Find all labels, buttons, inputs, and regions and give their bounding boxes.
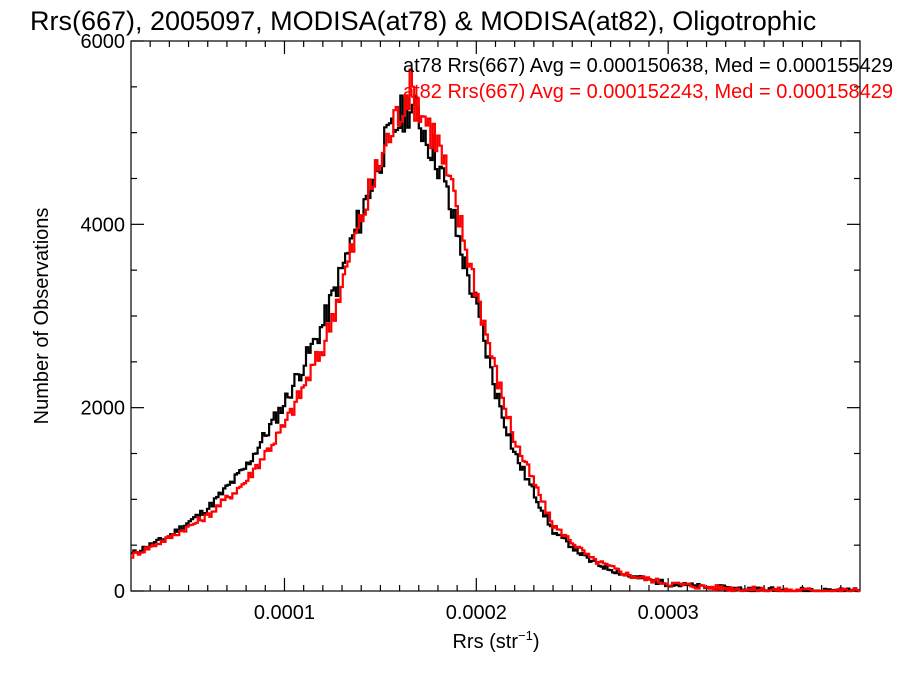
y-tick-label: 4000 (81, 214, 126, 236)
plot-frame (130, 40, 861, 592)
y-tick-label: 0 (114, 581, 125, 603)
x-tick-label: 0.0002 (446, 602, 507, 624)
legend-entry-at82: at82 Rrs(667) Avg = 0.000152243, Med = 0… (403, 81, 893, 103)
y-tick-label: 6000 (81, 31, 126, 53)
legend-entry-at78: at78 Rrs(667) Avg = 0.000150638, Med = 0… (403, 55, 893, 77)
histogram-series (131, 68, 860, 593)
y-axis-label: Number of Observations (31, 208, 53, 425)
series-at82-line (131, 68, 860, 593)
x-axis-label: Rrs (str−1) (452, 628, 539, 653)
chart-title: Rrs(667), 2005097, MODISA(at78) & MODISA… (30, 6, 816, 36)
x-axis-label-superscript: −1 (518, 628, 533, 643)
y-tick-label: 2000 (81, 398, 126, 420)
x-axis: 0.0001 0.0002 0.0003 (149, 41, 842, 624)
x-tick-label: 0.0003 (638, 602, 699, 624)
x-tick-label: 0.0001 (254, 602, 315, 624)
series-at78-line (131, 94, 860, 593)
y-axis: 0 2000 4000 6000 (81, 31, 860, 603)
